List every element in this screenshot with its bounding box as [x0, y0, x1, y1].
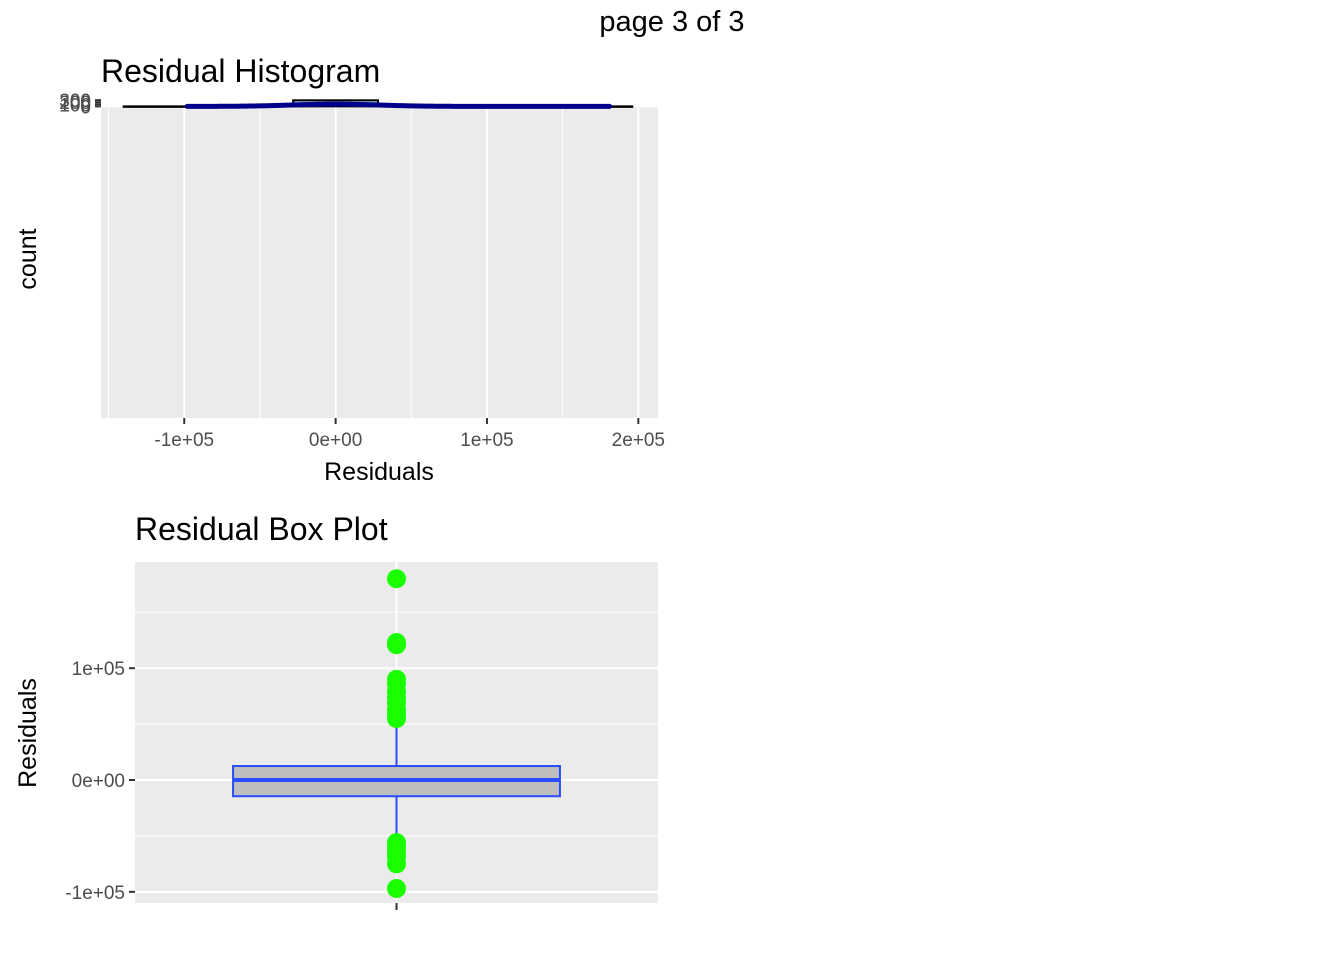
- boxplot-body: [232, 721, 561, 839]
- boxplot-y-tick-label: -1e+05: [65, 883, 125, 904]
- boxplot-y-axis-title: Residuals: [14, 678, 42, 788]
- histogram-density-curve-group: [184, 101, 613, 109]
- histogram-x-tick-label: 0e+00: [309, 430, 362, 451]
- page-title: page 3 of 3: [599, 6, 745, 38]
- histogram-y-tick-label: 0: [80, 97, 91, 118]
- histogram-y-axis-title: count: [14, 228, 42, 289]
- boxplot-outliers: [387, 569, 406, 898]
- histogram-y-tick-label: 100: [59, 95, 91, 116]
- histogram-x-tick-label: -1e+05: [154, 430, 214, 451]
- boxplot-chart: Residual Box Plot -1e+05 0e+00 1e+05 Resid…: [14, 511, 658, 910]
- histogram-y-tick-label: 300: [59, 91, 91, 112]
- histogram-y-tick-label: 200: [59, 93, 91, 114]
- boxplot-outlier-point: [387, 569, 406, 589]
- boxplot-title: Residual Box Plot: [135, 511, 388, 547]
- histogram-title: Residual Histogram: [101, 53, 380, 89]
- histogram-density-curve: [184, 101, 613, 109]
- boxplot-y-tick-label: 1e+05: [72, 659, 125, 680]
- boxplot-y-tick-label: 0e+00: [72, 771, 125, 792]
- histogram-x-tick-label: 2e+05: [612, 430, 665, 451]
- boxplot-outlier-point: [387, 635, 406, 655]
- boxplot-outlier-point: [387, 878, 406, 898]
- boxplot-outlier-point: [387, 854, 406, 874]
- boxplot-outlier-point: [387, 709, 406, 729]
- boxplot-axes: -1e+05 0e+00 1e+05: [65, 659, 398, 910]
- histogram-x-axis-title: Residuals: [324, 458, 434, 486]
- histogram-plot-panel: [101, 100, 658, 418]
- histogram-x-tick-label: 1e+05: [460, 430, 513, 451]
- histogram-chart: Residual Histogram -1e+05 0e+00 1e+05 2e+05…: [14, 53, 665, 486]
